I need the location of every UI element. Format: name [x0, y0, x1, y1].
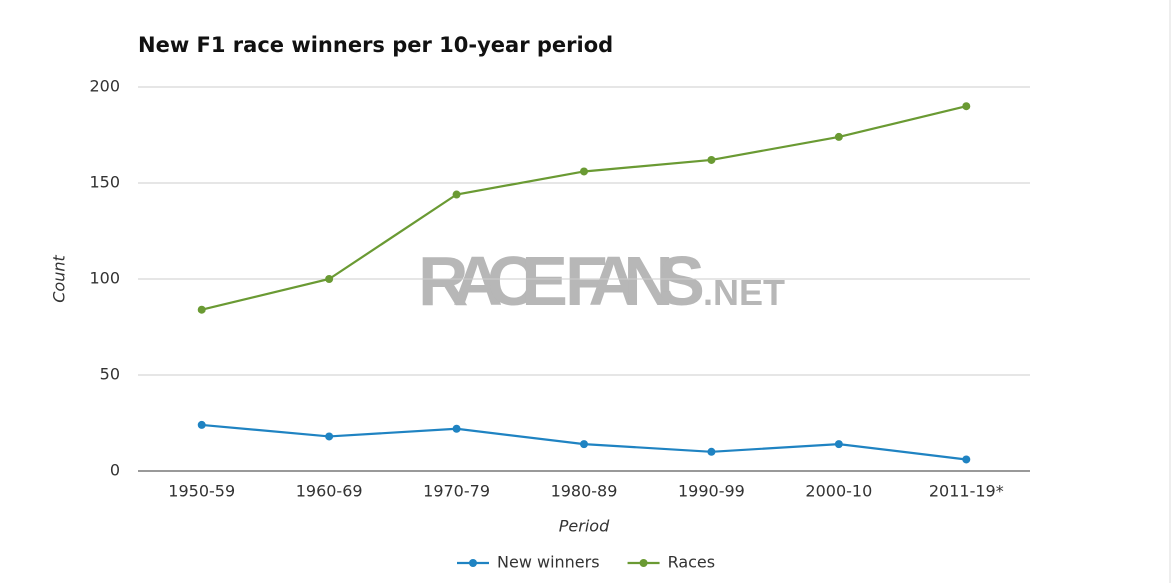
- y-axis-title: Count: [50, 255, 69, 303]
- data-point: [962, 102, 971, 111]
- data-point: [325, 432, 334, 441]
- data-point: [452, 424, 461, 433]
- y-tick-label: 150: [89, 173, 120, 192]
- x-tick-label: 1950-59: [168, 482, 235, 501]
- data-point: [707, 447, 716, 456]
- data-point: [834, 440, 843, 449]
- watermark-text: .NET: [703, 272, 785, 313]
- y-tick-label: 50: [100, 365, 120, 384]
- y-tick-label: 200: [89, 77, 120, 96]
- legend-marker: [469, 559, 477, 567]
- data-point: [707, 155, 716, 164]
- legend-marker: [639, 559, 648, 567]
- x-axis-title: Period: [559, 517, 610, 536]
- legend-label: Races: [668, 553, 716, 572]
- data-point: [197, 420, 206, 429]
- y-tick-label: 0: [110, 461, 120, 480]
- legend-label: New winners: [497, 553, 600, 572]
- x-tick-label: 2000-10: [805, 482, 872, 501]
- data-point: [325, 275, 334, 283]
- data-point: [197, 305, 206, 314]
- data-point: [834, 132, 843, 141]
- y-tick-label: 100: [89, 269, 120, 288]
- watermark-text: RACE: [418, 242, 568, 320]
- data-point: [452, 190, 461, 199]
- data-point: [580, 440, 588, 449]
- data-point: [962, 455, 971, 464]
- watermark-text: FANS: [565, 242, 705, 320]
- data-point: [580, 167, 588, 176]
- x-tick-label: 2011-19*: [929, 482, 1004, 501]
- x-tick-label: 1980-89: [551, 482, 618, 501]
- x-tick-label: 1970-79: [423, 482, 490, 501]
- chart-title: New F1 race winners per 10-year period: [138, 33, 613, 57]
- x-tick-label: 1990-99: [678, 482, 745, 501]
- x-tick-label: 1960-69: [296, 482, 363, 501]
